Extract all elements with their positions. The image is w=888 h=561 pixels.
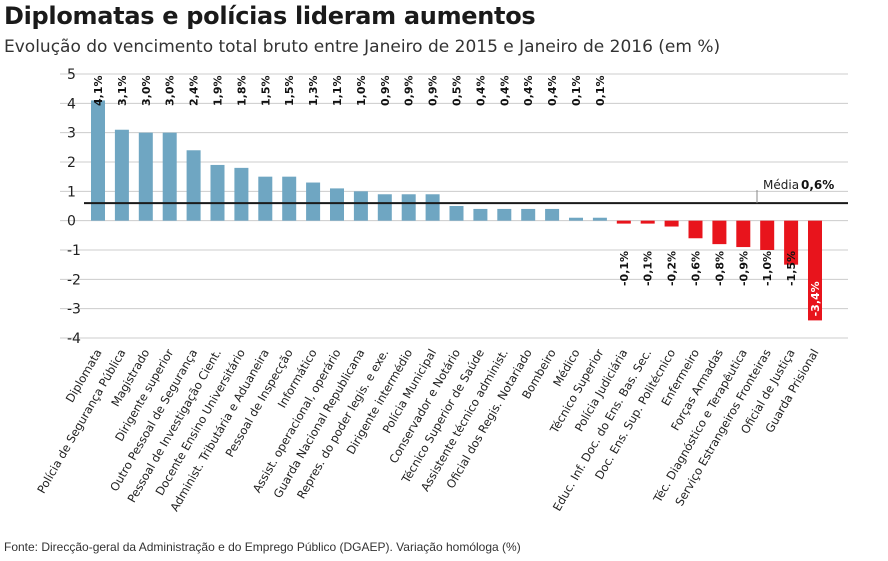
y-tick-label: 5 <box>67 67 76 83</box>
bar <box>473 208 488 221</box>
data-label: 1,0% <box>355 75 368 106</box>
data-label: 4,1% <box>92 75 105 106</box>
y-tick-label: 3 <box>67 126 76 142</box>
y-tick-label: 0 <box>67 214 76 230</box>
bar <box>664 220 679 227</box>
data-label: 1,9% <box>212 75 225 106</box>
data-label: -0,8% <box>713 251 726 286</box>
bar <box>162 132 177 221</box>
data-label: 3,1% <box>116 75 129 106</box>
bar <box>138 132 153 221</box>
chart-subtitle: Evolução do vencimento total bruto entre… <box>4 37 721 57</box>
y-tick-label: 1 <box>67 184 76 200</box>
y-tick-label: 4 <box>67 96 76 112</box>
data-label: -0,2% <box>666 251 679 286</box>
bar <box>640 220 655 224</box>
data-label: 0,5% <box>451 75 464 106</box>
data-label: -0,9% <box>737 251 750 286</box>
bar <box>497 208 512 221</box>
bar <box>545 208 560 221</box>
bar <box>114 129 129 221</box>
data-label: 1,1% <box>331 75 344 106</box>
y-tick-label: -4 <box>67 331 81 347</box>
data-label: 0,9% <box>379 75 392 106</box>
data-label: 0,4% <box>546 75 559 106</box>
source-note: Fonte: Direcção-geral da Administração e… <box>4 540 521 554</box>
bar <box>592 217 607 221</box>
data-label: 0,4% <box>522 75 535 106</box>
bar <box>760 220 775 250</box>
bar <box>425 194 440 221</box>
data-label: 0,9% <box>427 75 440 106</box>
bar <box>330 188 344 221</box>
bar <box>306 182 321 221</box>
data-label: -0,1% <box>618 251 631 286</box>
bar <box>569 217 583 221</box>
bar <box>784 220 799 265</box>
data-label: -0,1% <box>642 251 655 286</box>
data-label: 1,5% <box>283 75 296 106</box>
average-label: Média <box>763 178 799 192</box>
bar <box>401 194 416 221</box>
data-label: 0,4% <box>498 75 511 106</box>
data-label: -1,5% <box>785 251 798 286</box>
bar <box>210 164 225 221</box>
average-value-label: 0,6% <box>801 178 834 192</box>
y-tick-label: 2 <box>67 155 76 171</box>
data-label: 2,4% <box>188 75 201 106</box>
bar <box>234 167 249 221</box>
bar <box>377 194 392 221</box>
data-label: 0,1% <box>570 75 583 106</box>
bar <box>91 100 105 221</box>
y-tick-label: -3 <box>67 302 81 318</box>
bar <box>282 176 297 221</box>
data-label: 0,1% <box>594 75 607 106</box>
data-label: 0,4% <box>474 75 487 106</box>
data-label: 3,0% <box>140 75 153 106</box>
data-label: -0,6% <box>690 251 703 286</box>
chart-title: Diplomatas e polícias lideram aumentos <box>4 2 536 30</box>
data-label: 1,5% <box>259 75 272 106</box>
bar <box>353 191 368 221</box>
data-label: 0,9% <box>403 75 416 106</box>
bar <box>258 176 273 221</box>
y-tick-label: -1 <box>67 243 81 259</box>
bar <box>186 150 201 221</box>
bar <box>449 206 464 221</box>
bar <box>616 220 631 224</box>
bar <box>808 220 822 321</box>
bar <box>712 220 727 245</box>
data-label: 1,3% <box>307 75 320 106</box>
bar <box>688 220 703 239</box>
y-tick-label: -2 <box>67 272 81 288</box>
bar <box>736 220 751 248</box>
data-label: -1,0% <box>761 251 774 286</box>
data-label: 3,0% <box>164 75 177 106</box>
bar <box>521 208 536 221</box>
data-label: -3,4% <box>809 281 822 316</box>
data-label: 1,8% <box>235 75 248 106</box>
